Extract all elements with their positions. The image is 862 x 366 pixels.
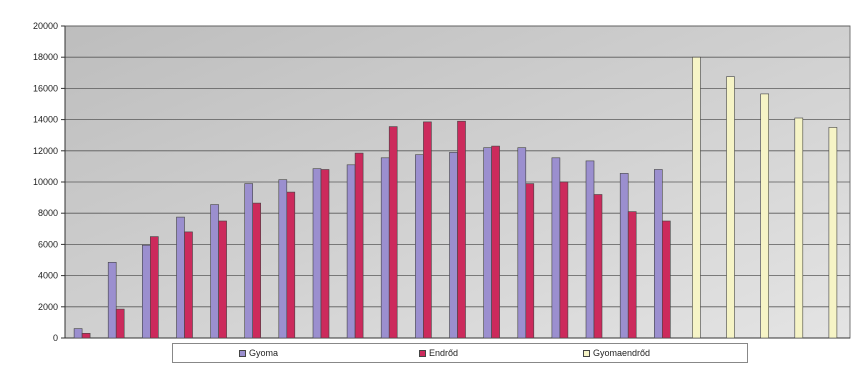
bar-gyoma-16 — [585, 160, 595, 339]
bar-endr-d-10 — [388, 126, 398, 339]
legend-swatch-gyoma — [239, 349, 246, 357]
y-tick-label: 10000 — [33, 177, 58, 187]
bar-gyoma-4 — [176, 216, 185, 339]
y-tick-label: 20000 — [33, 21, 58, 31]
bar-gyoma-6 — [244, 183, 253, 339]
bar-gyoma-15 — [551, 157, 561, 339]
bar-gyoma-9 — [346, 164, 356, 339]
bar-endr-d-12 — [457, 120, 466, 339]
legend: Gyoma Endrőd Gyomaendrőd — [172, 343, 748, 363]
bar-endr-d-2 — [115, 308, 125, 339]
y-tick-label: 14000 — [33, 115, 58, 125]
bar-gyoma-3 — [142, 244, 151, 339]
y-tick-label: 8000 — [38, 208, 58, 218]
bar-endr-d-16 — [593, 194, 603, 339]
bar-gyoma-13 — [483, 147, 492, 339]
legend-item-endrod: Endrőd — [419, 348, 458, 358]
bar-gyoma-1 — [73, 328, 83, 339]
bar-gyoma-17 — [619, 173, 629, 339]
y-tick-label: 16000 — [33, 83, 58, 93]
bar-gyomaendr-d-19 — [692, 56, 701, 339]
bar-endr-d-3 — [150, 236, 159, 339]
legend-label-gyoma: Gyoma — [249, 348, 279, 358]
bar-gyoma-10 — [380, 157, 390, 339]
y-tick-label: 4000 — [38, 271, 58, 281]
legend-item-gyomaendrod: Gyomaendrőd — [583, 348, 650, 358]
y-tick-label: 2000 — [38, 302, 58, 312]
bar-endr-d-1 — [81, 332, 91, 339]
legend-swatch-gyomaendrod — [583, 349, 590, 357]
y-tick-label: 0 — [53, 333, 58, 343]
bar-endr-d-8 — [320, 169, 330, 339]
bar-endr-d-7 — [286, 191, 296, 339]
bar-gyoma-8 — [312, 168, 322, 339]
bar-gyoma-18 — [653, 169, 663, 339]
bar-endr-d-5 — [218, 220, 227, 339]
bar-endr-d-18 — [661, 220, 671, 339]
bar-gyomaendr-d-23 — [828, 127, 838, 339]
legend-label-endrod: Endrőd — [429, 348, 459, 358]
bar-endr-d-14 — [525, 183, 535, 339]
bar-endr-d-15 — [559, 181, 569, 339]
bar-endr-d-4 — [184, 231, 193, 339]
bar-gyoma-2 — [107, 261, 117, 339]
y-tick-label: 6000 — [38, 239, 58, 249]
bar-gyoma-5 — [210, 204, 219, 339]
bar-endr-d-11 — [423, 121, 432, 339]
bar-gyomaendr-d-22 — [794, 117, 804, 339]
y-tick-label: 18000 — [33, 52, 58, 62]
bar-gyomaendr-d-20 — [726, 76, 735, 339]
bar-endr-d-9 — [354, 152, 364, 339]
bar-gyoma-7 — [278, 179, 288, 339]
bar-endr-d-17 — [627, 211, 637, 339]
bar-gyoma-14 — [517, 147, 527, 339]
legend-swatch-endrod — [419, 349, 426, 357]
legend-item-gyoma: Gyoma — [239, 348, 278, 358]
bar-gyoma-12 — [449, 152, 458, 339]
bar-endr-d-6 — [252, 202, 261, 339]
bar-gyomaendr-d-21 — [760, 93, 770, 339]
bar-gyoma-11 — [415, 154, 424, 339]
bar-endr-d-13 — [491, 145, 500, 339]
legend-label-gyomaendrod: Gyomaendrőd — [593, 348, 651, 358]
y-tick-label: 12000 — [33, 146, 58, 156]
